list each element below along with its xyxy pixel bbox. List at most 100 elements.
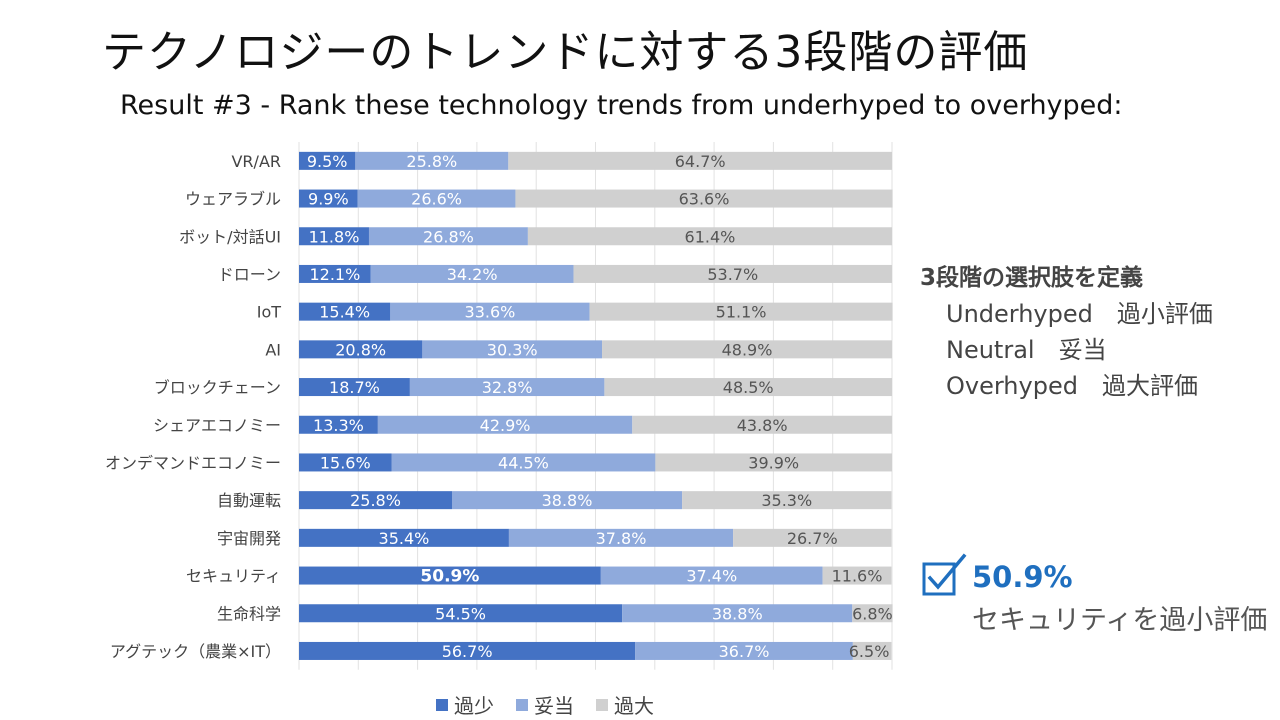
bar-segment	[299, 641, 636, 660]
bar-segment	[390, 302, 590, 321]
category-label: 自動運転	[217, 491, 281, 510]
bar-segment	[632, 415, 892, 434]
category-label: ウェアラブル	[185, 190, 281, 209]
data-label: 30.3%	[487, 340, 538, 359]
data-label: 25.8%	[350, 491, 401, 510]
page-title: テクノロジーのトレンドに対する3段階の評価	[102, 27, 1029, 78]
data-label: 33.6%	[465, 303, 516, 322]
bar-segment	[299, 378, 410, 397]
definition-neutral: Neutral 妥当	[946, 336, 1107, 364]
legend-item-underhyped: 過少	[436, 690, 494, 719]
definition-overhyped: Overhyped 過大評価	[946, 372, 1198, 400]
category-label: IoT	[257, 303, 282, 322]
legend-swatch-underhyped	[436, 698, 448, 711]
data-label: 37.8%	[596, 529, 647, 548]
data-label: 15.4%	[319, 303, 370, 322]
bar-segment	[589, 302, 893, 321]
bar-segment	[368, 227, 528, 246]
data-label: 26.7%	[787, 529, 838, 548]
data-label: 11.6%	[832, 567, 883, 586]
legend-label-overhyped: 過大	[614, 694, 654, 718]
bars: 9.5% 25.8% 64.7% 9.9% 26.6% 63.6% 11.8% 26.8% 61…	[299, 151, 893, 661]
data-label: 56.7%	[442, 642, 493, 661]
bar-segment	[515, 189, 893, 208]
bar-segment	[299, 189, 358, 208]
bar-segment	[357, 189, 516, 208]
data-label: 25.8%	[406, 152, 457, 171]
category-label: AI	[265, 340, 281, 359]
checkbox-check-icon	[922, 553, 967, 596]
bar-segment	[299, 453, 392, 472]
key-finding-value: 50.9%	[972, 560, 1073, 594]
bar-segment	[355, 151, 509, 170]
data-label: 13.3%	[313, 416, 364, 435]
legend-item-overhyped: 過大	[596, 690, 654, 719]
data-label: 50.9%	[420, 567, 479, 587]
data-label: 34.2%	[447, 265, 498, 284]
bar-segment	[299, 566, 601, 585]
bar-segment	[682, 491, 892, 510]
bar-segment	[299, 151, 356, 170]
data-label: 18.7%	[329, 378, 380, 397]
data-label: 35.3%	[761, 491, 812, 510]
bar-segment	[508, 528, 734, 547]
key-finding-text: セキュリティを過小評価	[972, 605, 1268, 636]
bar-segment	[733, 528, 892, 547]
data-label: 48.5%	[723, 378, 774, 397]
bar-segment	[508, 151, 892, 170]
bar-segment	[370, 264, 574, 283]
bar-segment	[299, 340, 423, 359]
data-label: 51.1%	[716, 303, 767, 322]
data-label: 12.1%	[309, 265, 360, 284]
data-label: 36.7%	[719, 642, 770, 661]
bar-segment	[573, 264, 892, 283]
data-label: 42.9%	[480, 416, 531, 435]
grid-lines	[298, 142, 893, 670]
data-label: 61.4%	[685, 227, 736, 246]
category-label: ドローン	[218, 265, 281, 284]
category-label: ブロックチェーン	[154, 378, 281, 397]
bar-segment	[422, 340, 603, 359]
category-label: 宇宙開発	[217, 529, 281, 548]
bar-segment	[602, 340, 892, 359]
bar-segment	[822, 566, 892, 585]
category-label: 生命科学	[217, 604, 281, 623]
data-label: 53.7%	[707, 265, 758, 284]
bar-segment	[299, 604, 623, 623]
legend-label-neutral: 妥当	[534, 694, 574, 718]
data-label: 35.4%	[379, 529, 430, 548]
bar-segment	[635, 641, 853, 660]
data-label: 63.6%	[679, 190, 730, 209]
bar-segment	[299, 302, 391, 321]
bar-segment	[299, 227, 369, 246]
data-label: 43.8%	[737, 416, 788, 435]
data-label: 37.4%	[686, 567, 737, 586]
bar-segment	[600, 566, 823, 585]
bar-segment	[451, 491, 683, 510]
category-label: ボット/対話UI	[179, 227, 281, 246]
data-label: 6.5%	[849, 642, 890, 661]
definitions-heading: 3段階の選択肢を定義	[920, 265, 1144, 291]
legend-label-underhyped: 過少	[454, 694, 494, 718]
data-label: 20.8%	[335, 340, 386, 359]
legend-swatch-overhyped	[596, 698, 608, 711]
data-label: 15.6%	[320, 453, 371, 472]
bar-segment	[527, 227, 892, 246]
category-label: シェアエコノミー	[153, 416, 281, 435]
bar-segment	[604, 378, 892, 397]
data-label: 26.8%	[423, 227, 474, 246]
bar-segment	[299, 528, 509, 547]
bar-segment	[391, 453, 656, 472]
bar-segment	[299, 264, 371, 283]
data-label: 9.5%	[307, 152, 348, 171]
data-label: 39.9%	[748, 453, 799, 472]
category-label: セキュリティ	[186, 567, 281, 586]
data-label: 11.8%	[309, 227, 360, 246]
bar-segment	[655, 453, 892, 472]
chart-legend: 過少 妥当 過大	[436, 690, 654, 719]
data-label: 54.5%	[435, 604, 486, 623]
data-label: 38.8%	[542, 491, 593, 510]
category-label: アグテック（農業×IT）	[110, 642, 281, 661]
data-label: 26.6%	[411, 190, 462, 209]
